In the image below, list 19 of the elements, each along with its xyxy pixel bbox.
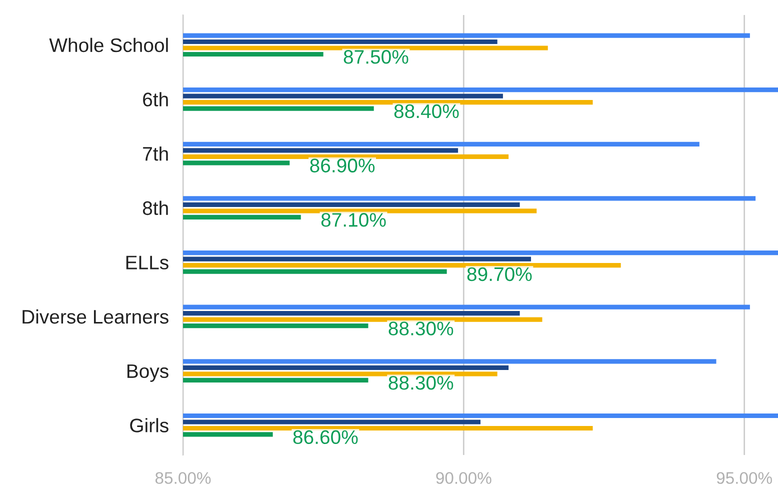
y-tick-label: Boys <box>127 364 168 382</box>
data-label: 87.10% <box>321 213 386 227</box>
data-label: 88.30% <box>388 322 454 336</box>
data-label: 87.50% <box>344 50 408 64</box>
y-tick-label: 6th <box>143 92 168 106</box>
data-label: 86.60% <box>293 430 358 444</box>
x-tick-label: 85.00% <box>155 472 211 484</box>
x-tick-label: 90.00% <box>436 472 492 484</box>
data-label: 86.90% <box>310 158 375 172</box>
y-tick-label: Girls <box>130 418 168 432</box>
y-tick-label: Diverse Learners <box>22 309 168 324</box>
x-tick-label: 95.00% <box>716 472 772 484</box>
y-tick-label: ELLs <box>126 256 168 270</box>
y-tick-label: 8th <box>142 200 168 216</box>
data-label: 89.70% <box>467 267 532 282</box>
y-tick-label: 7th <box>143 146 168 161</box>
data-label: 88.30% <box>388 376 454 390</box>
y-tick-label: Whole School <box>49 38 168 52</box>
data-label: 88.40% <box>394 104 459 118</box>
